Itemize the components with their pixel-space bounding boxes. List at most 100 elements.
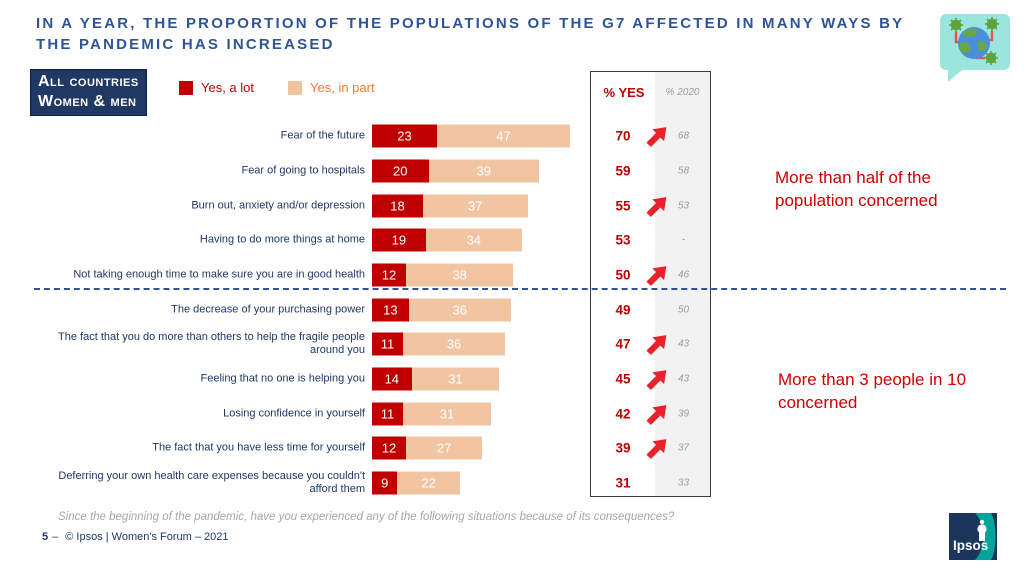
legend-swatch-icon: [179, 80, 193, 95]
pct-yes-value: 55: [615, 198, 631, 214]
legend-label: Yes, in part: [310, 80, 375, 95]
category-label: Burn out, anxiety and/or depression: [191, 199, 365, 212]
pct-2020-value: 43: [677, 373, 690, 385]
increase-arrow-icon: [644, 366, 671, 391]
bar-segment-yes-a-lot: 23: [372, 124, 438, 148]
scope-badge: All countries Women & men: [30, 69, 147, 116]
chart-row: Having to do more things at home 19 34 53 -: [0, 223, 1024, 258]
stacked-bar: 11 36: [372, 332, 505, 356]
pct-yes-value: 70: [615, 128, 631, 144]
page-number: 5: [42, 531, 49, 543]
bar-segment-yes-a-lot: 11: [372, 332, 404, 356]
chart-row: Deferring your own health care expenses …: [0, 466, 1024, 501]
increase-arrow-icon: [644, 401, 671, 426]
bar-segment-yes-in-part: 31: [411, 367, 500, 391]
stacked-bar: 11 31: [372, 402, 491, 426]
stacked-bar: 14 31: [372, 367, 500, 391]
chart-row: Burn out, anxiety and/or depression 18 37 5…: [0, 188, 1024, 223]
bar-segment-yes-in-part: 34: [425, 228, 522, 252]
category-label: Having to do more things at home: [199, 233, 365, 246]
category-label: Deferring your own health care expenses …: [58, 469, 365, 495]
chart-row: Feeling that no one is helping you 14 31 45…: [0, 362, 1024, 397]
legend-item-0: Yes, a lot: [179, 80, 254, 95]
category-label: The fact that you have less time for you…: [152, 441, 365, 454]
pct-yes-value: 53: [615, 232, 631, 248]
bar-segment-yes-in-part: 36: [408, 298, 511, 322]
increase-arrow-icon: [644, 332, 671, 357]
chart-row: Losing confidence in yourself 11 31 42 39: [0, 396, 1024, 431]
category-label: Not taking enough time to make sure you …: [73, 268, 365, 281]
stacked-bar: 18 37: [372, 194, 528, 218]
bar-segment-yes-a-lot: 20: [372, 159, 429, 183]
annotation-more-than-half: More than half of the population concern…: [775, 168, 938, 210]
pct-2020-value: 37: [677, 442, 690, 454]
chart-row: Not taking enough time to make sure you …: [0, 258, 1024, 293]
bar-segment-yes-in-part: 39: [428, 159, 539, 183]
bar-segment-yes-in-part: 47: [437, 124, 570, 148]
bar-segment-yes-a-lot: 12: [372, 263, 406, 287]
bar-segment-yes-a-lot: 9: [372, 471, 398, 495]
bar-segment-yes-in-part: 22: [397, 471, 460, 495]
scope-badge-line2: Women & men: [38, 93, 137, 110]
pct-2020-value: 50: [677, 304, 690, 316]
legend-label: Yes, a lot: [201, 80, 255, 95]
bar-segment-yes-a-lot: 14: [372, 367, 412, 391]
stacked-bar: 12 38: [372, 263, 514, 287]
legend-swatch-icon: [288, 80, 303, 95]
pct-yes-value: 31: [615, 475, 631, 491]
pct-yes-value: 59: [615, 163, 631, 179]
pct-2020-value: 33: [677, 477, 690, 489]
dashed-divider-line: [34, 288, 1006, 290]
chart-row: Fear of the future 23 47 70 68: [0, 119, 1024, 154]
stacked-bar: 19 34: [372, 228, 522, 252]
bar-segment-yes-in-part: 27: [405, 436, 483, 460]
chart-row: Fear of going to hospitals 20 39 59 58: [0, 154, 1024, 189]
pct-yes-header: % YES: [603, 85, 645, 100]
bar-segment-yes-a-lot: 12: [372, 436, 406, 460]
pct-yes-value: 50: [615, 267, 631, 283]
pct-2020-value: 43: [677, 338, 690, 350]
stacked-bar: 9 22: [372, 471, 460, 495]
pct-yes-value: 47: [615, 336, 631, 352]
pct-2020-value: 46: [677, 269, 690, 281]
increase-arrow-icon: [644, 262, 671, 287]
pct-yes-value: 45: [615, 371, 631, 387]
globe-virus-speech-bubble-icon: [936, 10, 1012, 89]
category-label: Losing confidence in yourself: [223, 407, 365, 420]
page-title-line1: IN A YEAR, THE PROPORTION OF THE POPULAT…: [36, 15, 905, 32]
ipsos-logo-text: Ipsos: [953, 538, 988, 553]
survey-question-footnote: Since the beginning of the pandemic, hav…: [58, 511, 675, 523]
increase-arrow-icon: [644, 436, 671, 461]
stacked-bar-chart: Fear of the future 23 47 70 68 Fear of going …: [0, 119, 1024, 500]
footer-dash: –: [52, 531, 59, 543]
stacked-bar: 23 47: [372, 124, 570, 148]
pct-2020-value: 53: [677, 200, 690, 212]
increase-arrow-icon: [644, 124, 671, 149]
legend: Yes, a lot Yes, in part: [179, 80, 375, 95]
stacked-bar: 12 27: [372, 436, 483, 460]
increase-arrow-icon: [644, 193, 671, 218]
chart-row: The decrease of your purchasing power 13 3…: [0, 292, 1024, 327]
page-title-line2: THE PANDEMIC HAS INCREASED: [36, 36, 335, 53]
stacked-bar: 13 36: [372, 298, 511, 322]
bar-segment-yes-a-lot: 11: [372, 402, 404, 426]
pct-2020-value: 58: [677, 165, 690, 177]
pct-2020-column-background: [655, 72, 710, 496]
bar-segment-yes-in-part: 37: [422, 194, 528, 218]
chart-row: The fact that you do more than others to…: [0, 327, 1024, 362]
bar-segment-yes-a-lot: 18: [372, 194, 423, 218]
category-label: Fear of going to hospitals: [241, 164, 365, 177]
pct-2020-value: -: [681, 234, 686, 246]
scope-badge-line1: All countries: [38, 73, 139, 90]
ipsos-logo: Ipsos: [949, 513, 997, 565]
pct-2020-value: 39: [677, 408, 690, 420]
page-footer: 5– © Ipsos | Women's Forum – 2021: [42, 531, 229, 543]
legend-item-1: Yes, in part: [288, 80, 375, 95]
bar-segment-yes-in-part: 38: [405, 263, 514, 287]
bar-segment-yes-a-lot: 19: [372, 228, 426, 252]
pct-yes-value: 39: [615, 440, 631, 456]
category-label: Feeling that no one is helping you: [200, 372, 365, 385]
pct-yes-value: 49: [615, 302, 631, 318]
bar-segment-yes-in-part: 36: [403, 332, 505, 356]
pct-2020-header: % 2020: [665, 87, 700, 98]
